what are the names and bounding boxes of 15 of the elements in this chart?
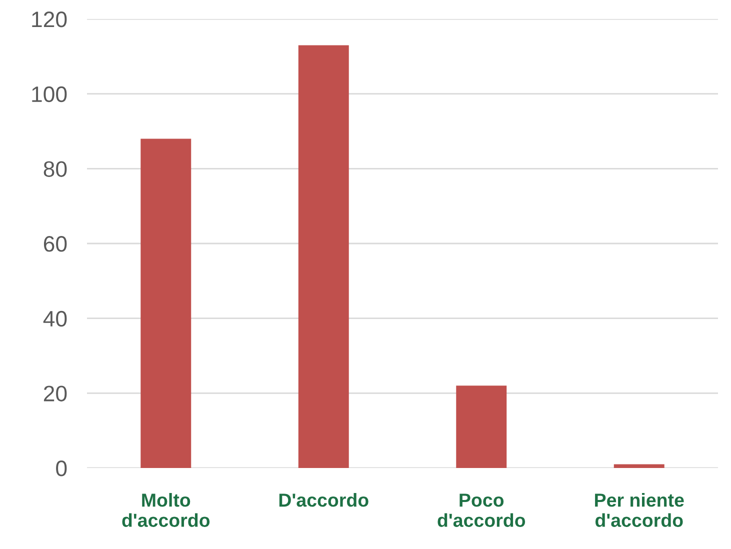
- x-tick-label: Molto d'accordo: [122, 493, 210, 527]
- y-tick-label: 80: [44, 161, 67, 177]
- y-tick-label: 20: [44, 386, 67, 402]
- y-tick-label: 40: [43, 310, 67, 327]
- x-tick-label: D'accordo: [279, 493, 368, 507]
- bar: [140, 138, 192, 468]
- x-tick-label: Per niente d'accordo: [595, 493, 684, 527]
- y-tick-label: 0: [56, 460, 67, 476]
- x-tick-label: Poco d'accordo: [438, 494, 526, 527]
- y-tick-label: 120: [32, 12, 67, 28]
- bar: [614, 464, 664, 468]
- bar: [456, 386, 507, 468]
- bar: [298, 45, 349, 468]
- y-tick-label: 100: [32, 86, 67, 102]
- y-tick-label: 60: [44, 236, 67, 252]
